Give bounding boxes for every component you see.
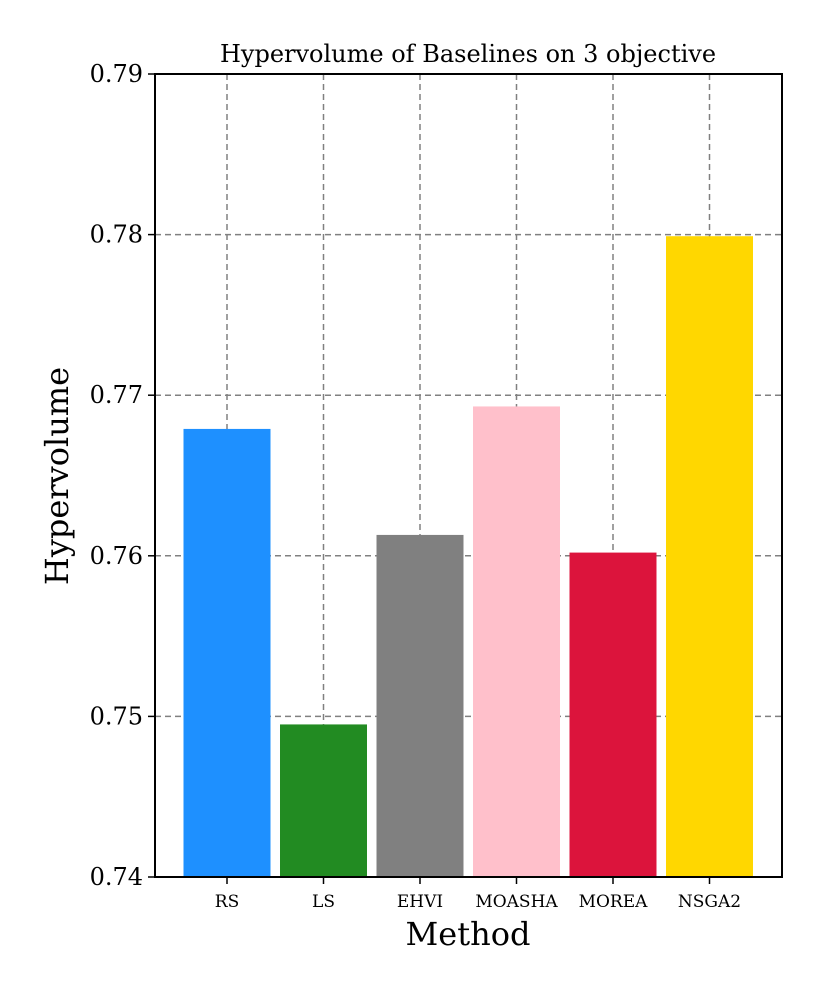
- y-tick-label: 0.77: [90, 381, 143, 409]
- bars: [183, 236, 753, 877]
- bar-ehvi: [376, 534, 464, 877]
- x-tick-label: EHVI: [397, 892, 443, 912]
- bar-moasha: [473, 406, 560, 877]
- bar-rs: [183, 428, 271, 877]
- x-tick-label: RS: [215, 892, 239, 912]
- ticks: 0.74 0.75 0.76 0.77 0.78 0.79 RS LS EHVI MOASHA MO…: [90, 60, 742, 912]
- bar-morea: [569, 552, 657, 877]
- x-tick-label: MOASHA: [475, 892, 558, 912]
- y-axis-label: Hypervolume: [38, 367, 76, 585]
- chart-title: Hypervolume of Baselines on 3 objective: [220, 40, 716, 68]
- y-tick-label: 0.74: [90, 863, 143, 891]
- axes: [154, 73, 783, 878]
- x-axis-label: Method: [406, 915, 531, 953]
- x-tick-label: LS: [312, 892, 335, 912]
- plot-frame: [154, 73, 783, 878]
- y-tick-label: 0.76: [90, 542, 143, 570]
- y-tick-label: 0.75: [90, 702, 143, 730]
- y-tick-label: 0.79: [90, 60, 143, 88]
- x-tick-label: NSGA2: [678, 892, 741, 912]
- bar-nsga2: [666, 236, 753, 877]
- bar-ls: [280, 724, 367, 877]
- x-tick-label: MOREA: [579, 892, 649, 912]
- y-tick-label: 0.78: [90, 221, 143, 249]
